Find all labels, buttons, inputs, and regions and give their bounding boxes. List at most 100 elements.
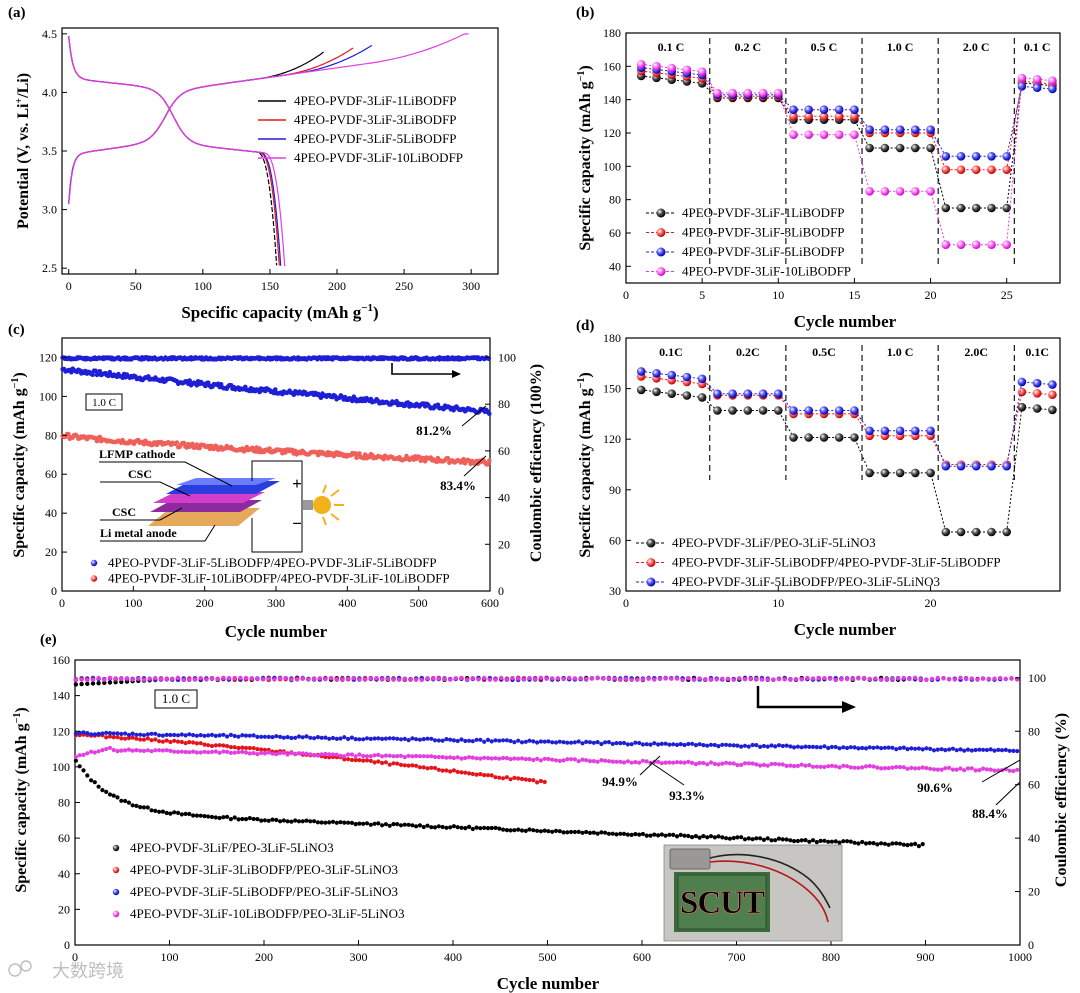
capacity-point	[357, 821, 362, 826]
capacity-point	[640, 742, 646, 747]
x-ticks-b: 0 5 10 15 20 25	[623, 278, 1013, 302]
efficiency-point	[538, 675, 544, 680]
capacity-point	[992, 768, 997, 773]
efficiency-point	[260, 677, 266, 682]
y-tick-label: 60	[58, 831, 70, 845]
capacity-point	[958, 747, 963, 752]
capacity-point	[89, 732, 94, 737]
capacity-point	[463, 826, 468, 831]
capacity-point	[372, 736, 377, 741]
efficiency-point	[731, 677, 736, 682]
capacity-point	[463, 755, 468, 761]
efficiency-point	[861, 676, 867, 681]
capacity-point	[414, 763, 419, 768]
capacity-point	[863, 764, 869, 769]
capacity-point	[754, 836, 759, 841]
capacity-point	[436, 738, 441, 743]
capacity-point	[289, 735, 294, 741]
y-tick-label: 40	[58, 867, 70, 881]
capacity-point	[273, 387, 278, 392]
efficiency-point	[912, 675, 918, 680]
y-tick-label-right: 100	[1028, 671, 1046, 685]
capacity-point	[436, 755, 441, 760]
capacity-point	[315, 753, 320, 758]
efficiency-point	[527, 675, 532, 681]
capacity-point	[266, 734, 271, 740]
data-point	[971, 527, 981, 537]
annotation-arrow-e-3	[981, 759, 1021, 783]
x-tick-label: 600	[481, 596, 499, 610]
curves-a	[68, 33, 469, 267]
capacity-point	[312, 819, 317, 824]
legend-d: 4PEO-PVDF-3LiF/PEO-3LiF-5LiNO3 4PEO-PVDF-…	[636, 535, 1001, 589]
capacity-point	[141, 748, 147, 754]
capacity-point	[705, 762, 710, 767]
capacity-point	[735, 743, 740, 748]
capacity-point	[126, 732, 131, 738]
capacity-point	[319, 735, 324, 740]
capacity-point	[644, 759, 649, 764]
data-point	[911, 125, 920, 134]
y-axis-label-right-e: Coulombic efficiency (%)	[1053, 713, 1070, 887]
efficiency-point	[510, 675, 515, 681]
capacity-point	[610, 741, 615, 747]
capacity-point	[493, 825, 498, 831]
efficiency-point	[521, 677, 527, 682]
capacity-point	[478, 756, 483, 761]
capacity-point	[425, 823, 430, 828]
capacity-point	[209, 749, 215, 755]
capacity-point	[451, 755, 456, 761]
capacity-point	[221, 815, 226, 820]
panel-e: (e) 0 100 200 300 400 500 600 700 800 900 1000 020…	[12, 632, 1070, 993]
capacity-point	[444, 768, 449, 773]
capacity-point	[92, 750, 97, 755]
capacity-point	[535, 828, 540, 833]
photo-led-text: SCUT	[680, 885, 765, 921]
rate-labels-d: 0.1C 0.2C 0.5C 1.0 C 2.0C 0.1C	[659, 345, 1049, 359]
capacity-point	[487, 411, 492, 417]
capacity-point	[429, 825, 434, 830]
watermark: 大数跨境	[8, 960, 124, 982]
x-tick-label: 200	[328, 279, 346, 293]
inset-label-csc-2: CSC	[112, 505, 136, 519]
efficiency-point	[907, 676, 912, 682]
capacity-point	[134, 732, 139, 737]
capacity-point	[845, 745, 850, 751]
capacity-point	[429, 736, 434, 741]
capacity-point	[587, 759, 593, 764]
capacity-point	[160, 809, 165, 814]
capacity-point	[761, 837, 767, 843]
capacity-point	[591, 830, 596, 835]
capacity-point	[327, 752, 332, 757]
capacity-point	[255, 734, 260, 740]
capacity-point	[478, 772, 483, 777]
capacity-point	[950, 746, 956, 751]
data-point	[789, 112, 798, 121]
y-tick-label: 120	[39, 350, 57, 364]
annotation-e-3: 90.6%	[917, 780, 953, 795]
capacity-point	[788, 838, 793, 843]
efficiency-point	[742, 677, 748, 682]
capacity-point	[648, 833, 653, 838]
capacity-point	[104, 789, 109, 795]
capacity-point	[463, 738, 468, 744]
x-tick-label: 500	[539, 950, 557, 964]
capacity-point	[383, 760, 388, 765]
data-point	[971, 240, 981, 249]
data-point	[926, 187, 935, 196]
rate-label: 0.1C	[1025, 345, 1049, 359]
capacity-point	[81, 730, 86, 735]
capacity-point	[667, 742, 672, 747]
efficiency-point	[884, 676, 889, 682]
efficiency-point	[612, 676, 617, 681]
capacity-point	[183, 741, 188, 746]
capacity-point	[240, 745, 245, 750]
capacity-point	[455, 769, 460, 775]
efficiency-point	[96, 681, 101, 686]
data-point	[987, 165, 996, 174]
efficiency-point	[164, 676, 169, 682]
x-ticks-a: 0 50 100 150 200 250 300	[66, 269, 480, 293]
annotation-e-4: 88.4%	[972, 806, 1008, 821]
capacity-point	[735, 763, 740, 768]
efficiency-point	[873, 676, 878, 681]
